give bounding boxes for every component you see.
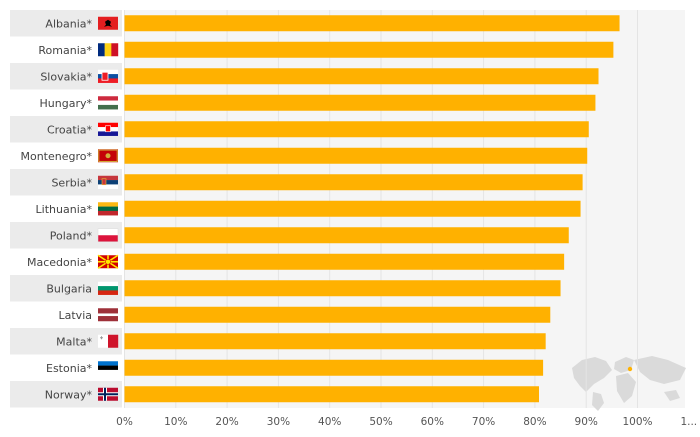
x-tick-label: 100% bbox=[622, 416, 652, 428]
bulgaria-flag bbox=[98, 281, 118, 295]
bar bbox=[124, 174, 583, 191]
category-label: Norway* bbox=[45, 388, 93, 401]
bar bbox=[124, 333, 546, 350]
x-tick-label: 10% bbox=[164, 416, 187, 428]
category-label: Poland* bbox=[50, 229, 93, 242]
bar bbox=[124, 280, 561, 297]
category-label: Romania* bbox=[38, 44, 92, 57]
map-landmass bbox=[592, 392, 604, 411]
bar bbox=[124, 386, 540, 403]
bar bbox=[124, 94, 596, 111]
category-label: Estonia* bbox=[46, 362, 92, 375]
slovakia-flag bbox=[98, 69, 118, 83]
map-landmass bbox=[572, 357, 612, 392]
category-label: Slovakia* bbox=[40, 70, 92, 83]
estonia-flag bbox=[98, 361, 118, 375]
x-tick-label: 80% bbox=[523, 416, 546, 428]
poland-flag bbox=[97, 228, 119, 242]
category-label: Albania* bbox=[45, 17, 92, 30]
bar bbox=[124, 147, 588, 164]
x-tick-label: 30% bbox=[267, 416, 290, 428]
category-label: Malta* bbox=[56, 335, 92, 348]
category-label: Croatia* bbox=[47, 123, 93, 136]
bar bbox=[124, 41, 614, 58]
category-label: Montenegro* bbox=[20, 150, 92, 163]
x-tick-label: 60% bbox=[421, 416, 444, 428]
hungary-flag bbox=[98, 96, 118, 110]
map-landmass bbox=[634, 356, 686, 384]
category-label: Bulgaria bbox=[46, 282, 92, 295]
macedonia-flag bbox=[97, 254, 119, 269]
x-tick-label: 40% bbox=[318, 416, 341, 428]
bar bbox=[124, 200, 581, 217]
lithuania-flag bbox=[98, 202, 118, 216]
category-label: Macedonia* bbox=[27, 256, 93, 269]
romania-flag bbox=[98, 43, 119, 57]
x-tick-label: 1... bbox=[680, 416, 697, 428]
montenegro-flag bbox=[98, 149, 118, 163]
bar bbox=[124, 227, 569, 244]
bar bbox=[124, 121, 589, 138]
x-tick-label: 50% bbox=[369, 416, 392, 428]
bar bbox=[124, 68, 599, 85]
x-tick-label: 70% bbox=[472, 416, 495, 428]
x-tick-label: 0% bbox=[116, 416, 133, 428]
bar bbox=[124, 15, 620, 32]
category-label: Latvia bbox=[59, 309, 93, 322]
norway-flag bbox=[98, 387, 118, 401]
bar bbox=[124, 359, 544, 376]
albania-flag bbox=[98, 16, 118, 30]
category-label: Serbia* bbox=[51, 176, 92, 189]
croatia-flag bbox=[98, 122, 118, 136]
bar bbox=[124, 306, 551, 323]
x-tick-label: 90% bbox=[575, 416, 598, 428]
map-landmass bbox=[664, 390, 680, 401]
bar bbox=[124, 253, 565, 270]
map-landmass bbox=[616, 373, 636, 403]
latvia-flag bbox=[98, 308, 118, 322]
serbia-flag bbox=[98, 175, 118, 189]
category-label: Hungary* bbox=[40, 97, 93, 110]
category-label: Lithuania* bbox=[36, 203, 93, 216]
map-europe-marker bbox=[627, 366, 633, 372]
malta-flag bbox=[98, 334, 119, 348]
world-map-icon bbox=[572, 356, 686, 411]
x-tick-label: 20% bbox=[215, 416, 238, 428]
